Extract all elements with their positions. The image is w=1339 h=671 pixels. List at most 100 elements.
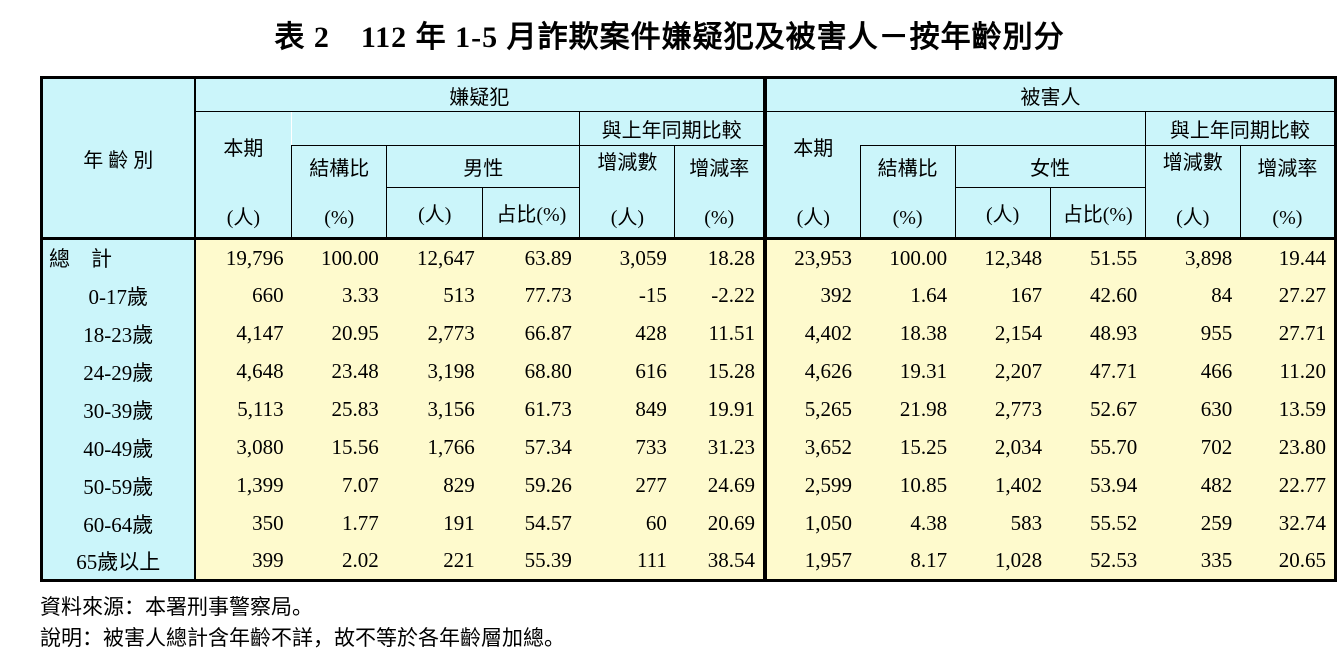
table-row: 18-23歲 4,147 20.95 2,773 66.87 428 11.51 4,402 1… [41, 314, 1336, 353]
header-row-yoy: 本期 (人) 與上年同期比較 本期 (人) 與上年同期比較 [42, 111, 1336, 239]
victim-cell: 48.93 [1050, 314, 1146, 353]
victim-cell: 53.94 [1050, 466, 1146, 505]
suspect-cell: 20.69 [674, 504, 765, 543]
suspect-cell: -2.22 [674, 276, 765, 315]
victim-cell: 15.25 [860, 428, 956, 467]
suspect-header-spacer [291, 111, 580, 146]
age-column-header: 年 齡 別 [41, 77, 196, 239]
victim-cell: 22.77 [1240, 466, 1336, 505]
suspect-cell: 660 [194, 276, 292, 315]
suspect-cell: 11.51 [674, 314, 765, 353]
victim-cell: 100.00 [860, 237, 956, 277]
row-label: 30-39歲 [41, 390, 196, 429]
victim-cell: 51.55 [1050, 237, 1146, 277]
suspect-cell: 19.91 [674, 390, 765, 429]
suspect-cell: 31.23 [674, 428, 765, 467]
suspect-cell: 3,080 [194, 428, 292, 467]
header-row-units: (人) 占比(%) (人) 占比(%) [42, 187, 1336, 239]
suspect-gender-header: 男性 [386, 145, 580, 189]
table-row: 65歲以上 399 2.02 221 55.39 111 38.54 1,957 8.17 1,0… [41, 542, 1336, 581]
suspect-cell: 19,796 [194, 237, 292, 277]
victim-cell: 1,402 [955, 466, 1051, 505]
table-body: 總 計 19,796 100.00 12,647 63.89 3,059 18.28 23,9… [41, 237, 1336, 581]
suspect-cell: 733 [579, 428, 675, 467]
victim-cell: 52.67 [1050, 390, 1146, 429]
statistics-table: 年 齡 別 嫌疑犯 被害人 本期 (人) 與上年同期比較 本期 (人) 與上年同期比… [40, 76, 1337, 582]
row-label: 0-17歲 [41, 276, 196, 315]
victim-cell: 23.80 [1240, 428, 1336, 467]
suspect-cell: 1,766 [386, 428, 483, 467]
victim-cell: 4,402 [762, 314, 861, 353]
suspect-cell: 100.00 [291, 237, 387, 277]
victim-cell: 702 [1145, 428, 1241, 467]
table-row: 總 計 19,796 100.00 12,647 63.89 3,059 18.28 23,9… [41, 237, 1336, 277]
victim-cell: 4,626 [762, 352, 861, 391]
victim-cell: 583 [955, 504, 1051, 543]
victim-cell: 466 [1145, 352, 1241, 391]
suspect-cell: 12,647 [386, 237, 483, 277]
victim-cell: 2,207 [955, 352, 1051, 391]
victim-cell: 47.71 [1050, 352, 1146, 391]
explanation-note: 說明：被害人總計含年齡不詳，故不等於各年齡層加總。 [40, 626, 565, 650]
victim-cell: 18.38 [860, 314, 956, 353]
victim-cell: 2,154 [955, 314, 1051, 353]
table-row: 24-29歲 4,648 23.48 3,198 68.80 616 15.28 4,626 1… [41, 352, 1336, 391]
suspects-section-header: 嫌疑犯 [194, 77, 765, 112]
suspect-cell: 18.28 [674, 237, 765, 277]
victim-cell: 19.44 [1240, 237, 1336, 277]
victim-cell: 630 [1145, 390, 1241, 429]
table-header: 年 齡 別 嫌疑犯 被害人 本期 (人) 與上年同期比較 本期 (人) 與上年同期比… [41, 77, 1336, 239]
suspect-cell: 2,773 [386, 314, 483, 353]
suspect-gender-count-unit: (人) [386, 187, 483, 239]
victim-cell: 21.98 [860, 390, 956, 429]
suspect-cell: 20.95 [291, 314, 387, 353]
suspect-cell: 24.69 [674, 466, 765, 505]
victim-cell: 84 [1145, 276, 1241, 315]
victim-cell: 1,028 [955, 542, 1051, 581]
victim-cell: 10.85 [860, 466, 956, 505]
suspect-cell: 513 [386, 276, 483, 315]
row-label: 總 計 [41, 237, 196, 277]
suspect-cell: 54.57 [482, 504, 580, 543]
victim-cell: 335 [1145, 542, 1241, 581]
victim-cell: 20.65 [1240, 542, 1336, 581]
suspect-cell: 111 [579, 542, 675, 581]
victim-cell: 32.74 [1240, 504, 1336, 543]
suspect-cell: 60 [579, 504, 675, 543]
suspect-cell: 4,648 [194, 352, 292, 391]
suspect-ratio-header: 結構比 (%) [291, 145, 387, 239]
suspect-cell: 1,399 [194, 466, 292, 505]
victim-cell: 8.17 [860, 542, 956, 581]
victim-cell: 52.53 [1050, 542, 1146, 581]
suspect-cell: 849 [579, 390, 675, 429]
suspect-cell: 68.80 [482, 352, 580, 391]
suspect-cell: 7.07 [291, 466, 387, 505]
suspect-cell: 3.33 [291, 276, 387, 315]
suspect-cell: -15 [579, 276, 675, 315]
victim-cell: 11.20 [1240, 352, 1336, 391]
table-footnotes: 資料來源：本署刑事警察局。 說明：被害人總計含年齡不詳，故不等於各年齡層加總。 [40, 592, 1339, 654]
suspect-cell: 3,198 [386, 352, 483, 391]
suspect-cell: 77.73 [482, 276, 580, 315]
victim-gender-header: 女性 [954, 145, 1146, 189]
victim-cell: 12,348 [955, 237, 1051, 277]
suspect-cell: 55.39 [482, 542, 580, 581]
suspect-cell: 829 [386, 466, 483, 505]
victim-cell: 259 [1145, 504, 1241, 543]
suspect-cell: 38.54 [674, 542, 765, 581]
suspect-cell: 5,113 [194, 390, 292, 429]
suspect-cell: 221 [386, 542, 483, 581]
suspect-cell: 191 [386, 504, 483, 543]
suspect-cell: 66.87 [482, 314, 580, 353]
victim-cell: 13.59 [1240, 390, 1336, 429]
victim-cell: 55.70 [1050, 428, 1146, 467]
table-row: 50-59歲 1,399 7.07 829 59.26 277 24.69 2,599 10.8… [41, 466, 1336, 505]
victim-rate-header: 增減率 (%) [1239, 145, 1336, 239]
suspect-cell: 428 [579, 314, 675, 353]
suspect-cell: 3,059 [579, 237, 675, 277]
suspect-current-header: 本期 (人) [194, 111, 292, 239]
row-label: 18-23歲 [41, 314, 196, 353]
suspect-yoy-header: 與上年同期比較 [579, 111, 765, 146]
victim-cell: 3,652 [762, 428, 861, 467]
victim-current-header: 本期 (人) [762, 111, 861, 239]
